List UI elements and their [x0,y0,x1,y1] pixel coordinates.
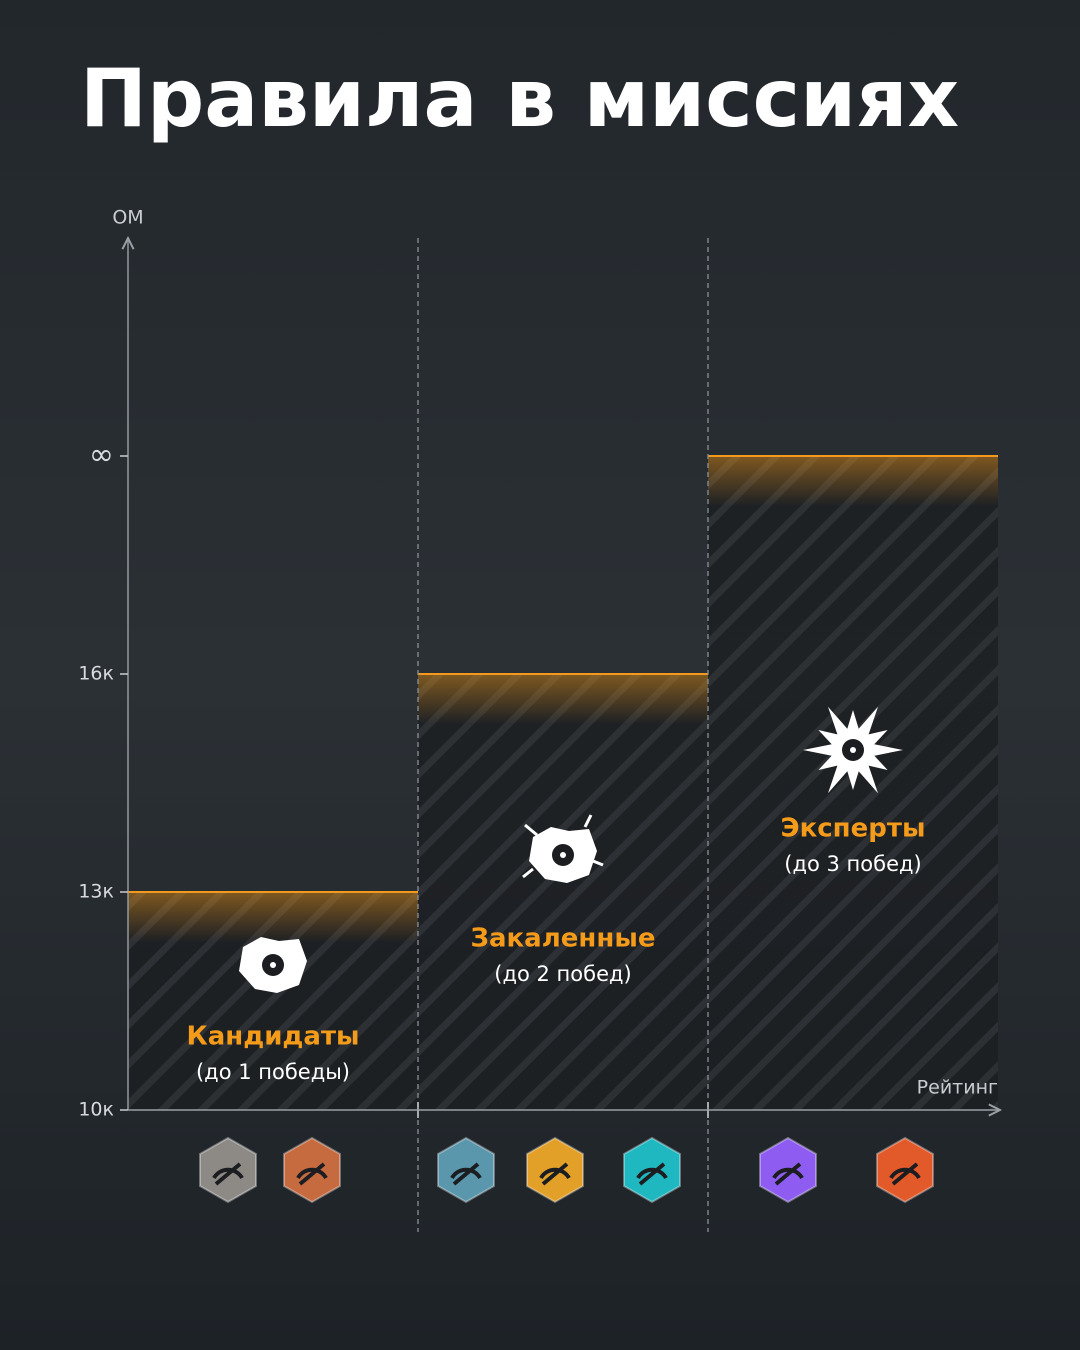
badge-emblem [636,1162,668,1186]
rank-badge [437,1136,495,1204]
icon-dot [850,747,856,753]
y-tick-label: 13к [78,881,114,903]
icon-dot [560,852,566,858]
icon-dot [270,962,276,968]
tier-glow [128,892,418,942]
tier-note: (до 2 побед) [494,962,631,986]
tier-name: Эксперты [781,814,926,844]
tier-glow [708,456,998,506]
tier-icon [803,706,903,794]
badge-emblem [296,1162,328,1186]
rank-badge [876,1136,934,1204]
badge-emblem [539,1162,571,1186]
tier-note: (до 3 побед) [784,852,921,876]
tier-name: Закаленные [471,924,656,954]
badge-emblem [450,1162,482,1186]
tier-icon [522,814,604,883]
badge-emblem [212,1162,244,1186]
rank-badge [623,1136,681,1204]
tier-bar [418,674,708,1110]
y-tick-label: 10к [78,1099,114,1121]
rank-badge [199,1136,257,1204]
badge-emblem [889,1162,921,1186]
y-tick-label: ∞ [89,438,114,473]
tier-name: Кандидаты [186,1022,359,1052]
tier-glow [418,674,708,724]
chart-area: ОМ Рейтинг 10к 13к 16к ∞ Кандидаты (до 1 победы… [78,207,1000,1232]
rank-badge [283,1136,341,1204]
badge-emblem [772,1162,804,1186]
y-axis-label: ОМ [112,207,143,229]
x-axis-label: Рейтинг [917,1077,998,1099]
rank-badge [759,1136,817,1204]
tier-note: (до 1 победы) [196,1060,350,1084]
icon-cracks [522,814,604,879]
y-tick-label: 16к [78,663,114,685]
rank-badge [526,1136,584,1204]
tier-icon [239,937,307,993]
title: Правила в миссиях [80,52,959,145]
